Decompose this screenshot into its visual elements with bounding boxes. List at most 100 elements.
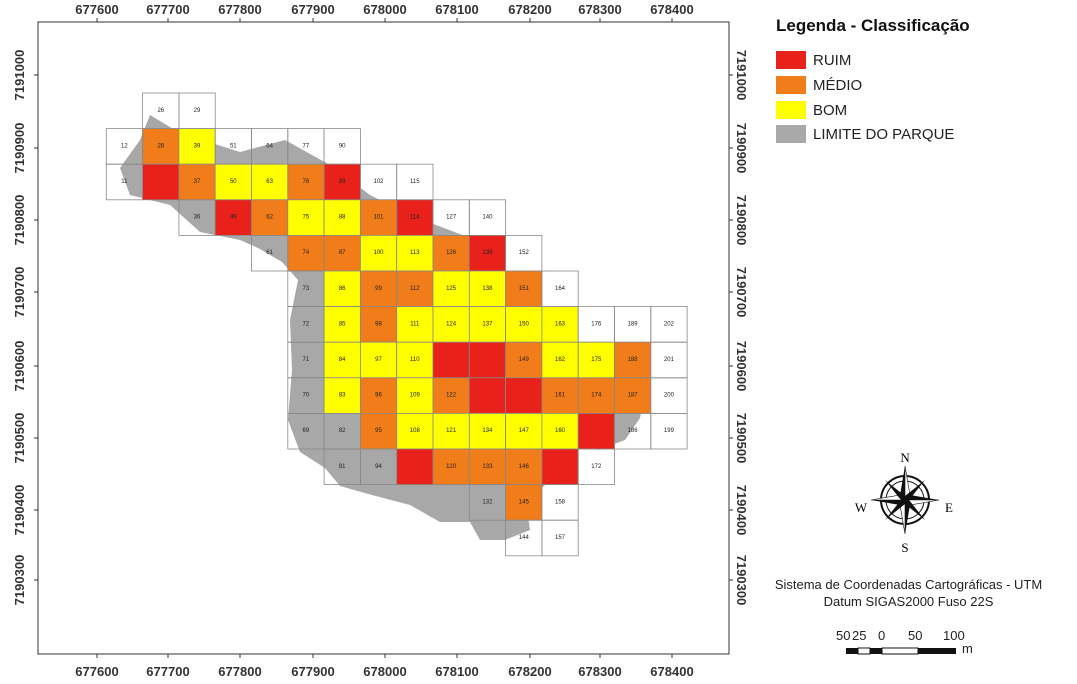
grid-cell-label: 51 — [230, 143, 237, 149]
scale-label-50: 50 — [908, 628, 923, 643]
compass-rose-icon: N S E W — [855, 450, 953, 555]
grid-cell-label: 83 — [339, 393, 346, 399]
grid-cell-label: 122 — [446, 393, 457, 399]
grid-cell-label: 70 — [303, 393, 310, 399]
grid-cell-label: 188 — [628, 357, 639, 363]
grid-cell-label: 161 — [555, 393, 566, 399]
grid-cell-label: 39 — [194, 143, 201, 149]
grid-cell-86 — [323, 270, 361, 307]
grid-cell-188 — [614, 341, 652, 379]
grid-cell-label: 113 — [410, 250, 420, 256]
x-tick-label-top: 678400 — [650, 2, 693, 17]
grid-cell-label: 144 — [519, 535, 530, 541]
grid-cell-label: 189 — [628, 321, 639, 327]
scale-label-100: 100 — [943, 628, 965, 643]
grid-cell-50 — [214, 163, 252, 201]
grid-cell-label: 98 — [375, 321, 382, 327]
grid-cell-unlabeled-93 — [541, 448, 579, 485]
grid-cell-151 — [505, 270, 543, 307]
grid-cell-62 — [251, 199, 289, 236]
grid-cell-label: 99 — [375, 286, 382, 292]
x-tick-label-top: 677900 — [291, 2, 334, 17]
grid-cell-76 — [287, 163, 325, 201]
grid-cell-111 — [396, 306, 434, 343]
legend-swatch-ruim — [776, 51, 806, 69]
grid-cell-label: 84 — [339, 357, 346, 363]
x-tick-label-top: 678200 — [508, 2, 551, 17]
grid-cell-label: 186 — [628, 428, 639, 434]
grid-cell-label: 164 — [555, 286, 566, 292]
grid-cell-label: 62 — [266, 215, 273, 221]
grid-cell-label: 140 — [482, 215, 493, 221]
grid-cell-label: 87 — [339, 250, 346, 256]
x-tick-label-top: 677800 — [218, 2, 261, 17]
map-ticks: 677600 677600 677700 677700 677800 677800 6779… — [12, 2, 749, 679]
grid-cell-161 — [541, 377, 579, 414]
grid-cell-unlabeled-10 — [142, 163, 180, 201]
legend-swatch-medio — [776, 76, 806, 94]
grid-cell-146 — [505, 448, 543, 485]
grid-cell-124 — [432, 306, 470, 343]
grid-cell-83 — [323, 377, 361, 414]
grid-cell-label: 109 — [410, 393, 421, 399]
legend-swatch-limite — [776, 125, 806, 143]
grid-cell-label: 75 — [303, 215, 310, 221]
grid-cell-label: 151 — [519, 286, 530, 292]
grid-cell-label: 64 — [266, 143, 273, 149]
grid-cell-label: 82 — [339, 428, 346, 434]
grid-cell-label: 174 — [591, 393, 602, 399]
x-tick-label-top: 677700 — [146, 2, 189, 17]
grid-cell-37 — [178, 163, 216, 201]
y-tick-label-left: 7190500 — [12, 413, 27, 464]
grid-cell-label: 111 — [410, 321, 420, 327]
legend-item-bom: BOM — [776, 101, 847, 119]
grid-cell-label: 76 — [303, 179, 310, 185]
compass-west: W — [855, 500, 868, 515]
grid-cell-label: 175 — [591, 357, 602, 363]
grid-cell-139 — [468, 234, 506, 272]
grid-cell-label: 108 — [410, 428, 421, 434]
grid-cell-label: 49 — [230, 215, 237, 221]
grid-cell-label: 85 — [339, 321, 346, 327]
grid-cell-label: 145 — [519, 499, 530, 505]
grid-cell-label: 201 — [664, 357, 675, 363]
grid-cell-label: 77 — [303, 143, 310, 149]
legend-item-medio: MÉDIO — [776, 76, 862, 94]
grid-cell-label: 73 — [303, 286, 310, 292]
grid-cell-label: 138 — [482, 286, 493, 292]
legend-swatch-bom — [776, 101, 806, 119]
x-tick-label-bottom: 677600 — [75, 664, 118, 679]
grid-cell-87 — [323, 234, 361, 272]
compass-north: N — [900, 450, 910, 465]
grid-cell-label: 95 — [375, 428, 382, 434]
scale-unit: m — [962, 641, 973, 656]
x-tick-label-bottom: 677700 — [146, 664, 189, 679]
y-tick-label-left: 7191000 — [12, 50, 27, 101]
grid-cell-label: 187 — [628, 393, 639, 399]
grid-cell-label: 126 — [446, 250, 457, 256]
grid-cell-unlabeled-58 — [432, 341, 470, 379]
grid-cell-157 — [541, 519, 579, 557]
grid-cell-label: 127 — [446, 215, 457, 221]
grid-cell-label: 125 — [446, 286, 457, 292]
y-tick-label-right: 7191000 — [734, 50, 749, 101]
legend-item-ruim: RUIM — [776, 51, 851, 69]
grid-cell-199 — [650, 412, 688, 450]
grid-cell-133 — [468, 448, 506, 485]
grid-cell-172 — [577, 448, 615, 485]
grid-cell-label: 71 — [303, 357, 310, 363]
grid-cell-label: 102 — [373, 179, 384, 185]
grid-cell-label: 26 — [157, 108, 164, 114]
y-tick-label-right: 7190600 — [734, 341, 749, 392]
legend-label-ruim: RUIM — [813, 51, 852, 69]
legend-label-bom: BOM — [813, 101, 848, 119]
compass-east: E — [945, 500, 953, 515]
y-tick-label-left: 7190400 — [12, 485, 27, 536]
grid-cell-85 — [323, 306, 361, 343]
grid-cell-95 — [359, 412, 398, 450]
grid-cell-label: 150 — [519, 321, 530, 327]
x-tick-label-top: 678300 — [578, 2, 621, 17]
y-tick-label-right: 7190400 — [734, 485, 749, 536]
grid-cell-162 — [541, 341, 579, 379]
grid-cell-label: 72 — [303, 321, 310, 327]
